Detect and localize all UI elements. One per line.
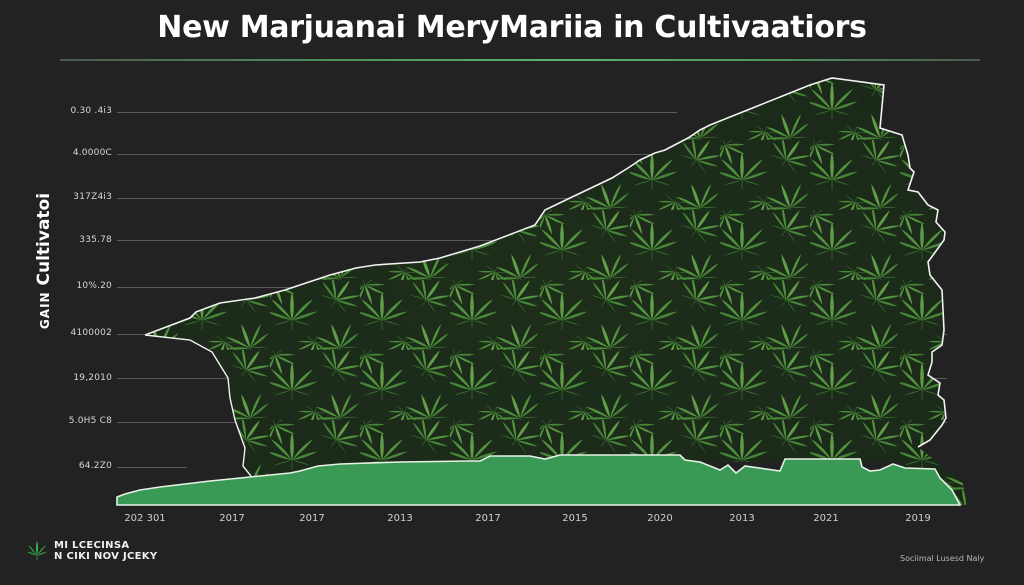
cannabis-leaf-icon: [26, 540, 48, 561]
x-tick-label: 2019: [905, 513, 931, 524]
x-tick-label: 2021: [813, 513, 839, 524]
gridline: [117, 112, 677, 113]
y-tick-label: 317Z4i3: [73, 192, 112, 202]
brand-logo: MI LCECINSA N CIKI NOV JCEKY: [26, 540, 157, 562]
source-credit: Sociimal Lusesd Naly: [900, 554, 985, 563]
y-tick-label: 5.0H5 C8: [68, 416, 112, 426]
y-tick-label: 10%.20: [76, 281, 112, 291]
logo-line-2: N CIKI NOV JCEKY: [54, 551, 158, 562]
x-tick-label: 2013: [387, 513, 413, 524]
x-tick-label: 2013: [729, 513, 755, 524]
x-tick-label: 2017: [299, 513, 325, 524]
title-divider: [60, 59, 980, 61]
gridline: [117, 467, 187, 468]
y-tick-label: 0.30 .4i3: [70, 106, 112, 116]
gridline: [117, 198, 677, 199]
y-tick-label: 19,2010: [73, 373, 112, 383]
y-tick-label: 4100002: [70, 328, 112, 338]
x-tick-label: 2017: [219, 513, 245, 524]
x-tick-label: 2020: [647, 513, 673, 524]
x-tick-label: 2017: [475, 513, 501, 524]
green-area-band: [116, 454, 962, 506]
x-tick-label: 2015: [562, 513, 588, 524]
y-tick-label: 4.0000C: [72, 148, 112, 158]
x-tick-label: 202 301: [124, 513, 166, 524]
logo-line-1: MI LCECINSA: [54, 540, 130, 551]
map-outline: [144, 77, 947, 448]
gridline: [117, 154, 677, 155]
chart-title: New Marjuanai MeryMariia in Cultivaatior…: [157, 10, 867, 45]
y-tick-label: 335.78: [79, 235, 112, 245]
map-silhouette: [145, 78, 968, 505]
y-tick-label: 64.2Z0: [78, 461, 112, 471]
